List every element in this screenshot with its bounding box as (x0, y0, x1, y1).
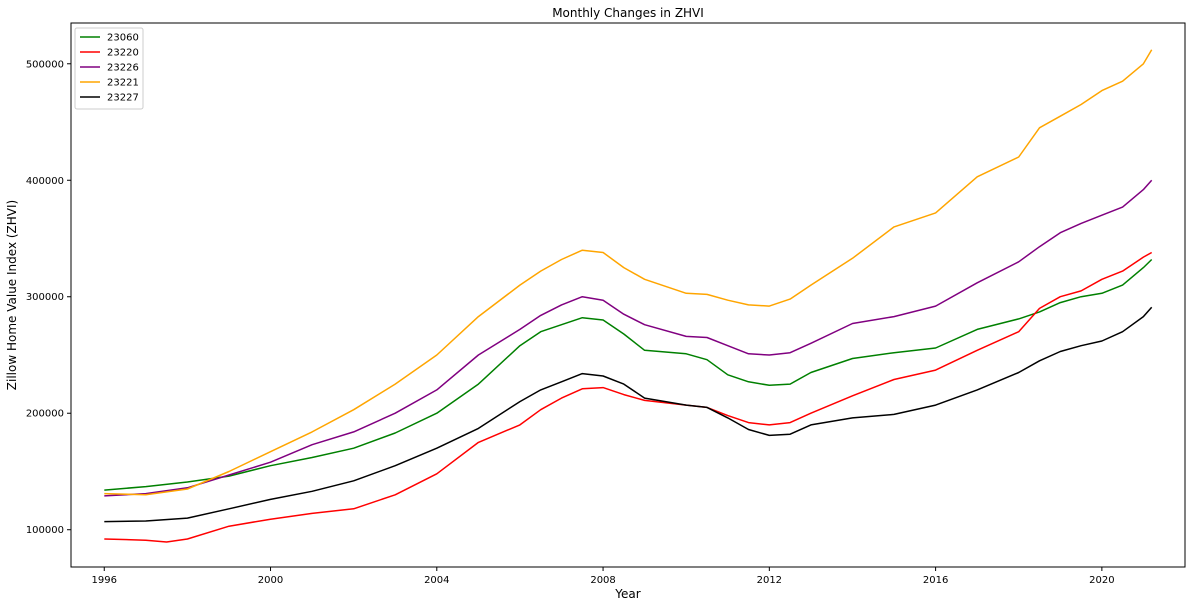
y-tick-label-500000: 500000 (26, 59, 64, 70)
x-tick-label-2008: 2008 (590, 575, 615, 586)
y-axis-title: Zillow Home Value Index (ZHVI) (5, 200, 19, 390)
x-tick-label-2020: 2020 (1089, 575, 1114, 586)
legend-box (74, 27, 144, 110)
y-tick-label-400000: 400000 (26, 176, 64, 187)
legend-label-23226: 23226 (107, 63, 139, 74)
series-line-23226 (104, 179, 1153, 497)
x-tick-label-2000: 2000 (258, 575, 283, 586)
x-tick-label-2004: 2004 (424, 575, 449, 586)
y-tick-label-200000: 200000 (26, 409, 64, 420)
legend-label-23220: 23220 (107, 48, 139, 59)
series-line-23221 (104, 49, 1153, 496)
legend-label-23060: 23060 (107, 33, 139, 44)
y-tick-label-300000: 300000 (26, 292, 64, 303)
x-tick-label-1996: 1996 (92, 575, 117, 586)
x-axis: 1996 2000 2004 2008 2012 2016 2020 (92, 567, 1115, 586)
series-lines (104, 49, 1153, 543)
legend-label-23221: 23221 (107, 78, 139, 89)
series-line-23227 (104, 306, 1153, 523)
chart-title: Monthly Changes in ZHVI (552, 6, 704, 20)
y-axis: 100000 200000 300000 400000 500000 (26, 59, 71, 536)
plot-area (70, 22, 1186, 568)
legend-label-23227: 23227 (107, 93, 139, 104)
legend: 23060 23220 23226 23221 23227 (74, 27, 144, 110)
x-tick-label-2012: 2012 (757, 575, 782, 586)
x-tick-label-2016: 2016 (923, 575, 948, 586)
y-tick-label-100000: 100000 (26, 525, 64, 536)
x-axis-title: Year (614, 587, 640, 601)
series-line-23060 (104, 258, 1153, 491)
